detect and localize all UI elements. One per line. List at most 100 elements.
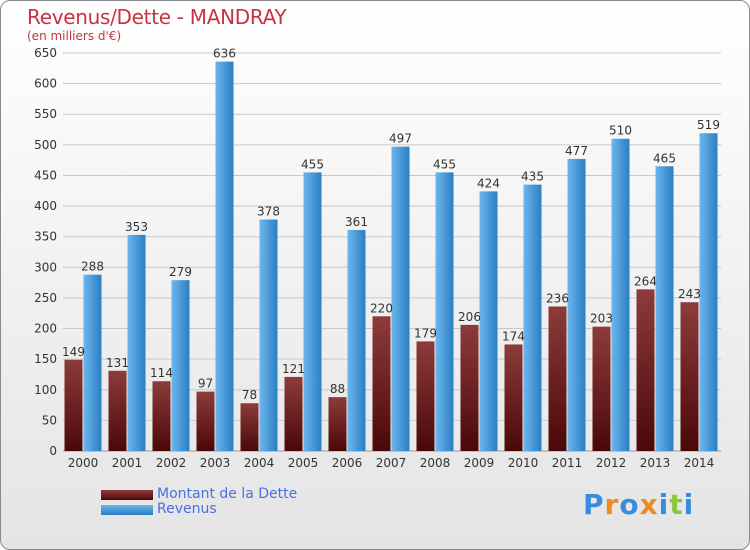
x-tick-label: 2004 xyxy=(244,456,275,470)
bar-revenus-2004 xyxy=(259,219,278,451)
bar-revenus-2009 xyxy=(479,191,498,452)
data-label-dette-2011: 236 xyxy=(546,291,569,305)
y-tick-label: 100 xyxy=(34,383,57,397)
data-label-revenus-2013: 465 xyxy=(653,151,676,165)
bar-revenus-2011 xyxy=(567,158,586,451)
data-label-dette-2009: 206 xyxy=(458,310,481,324)
x-tick-label: 2005 xyxy=(288,456,319,470)
data-label-revenus-2004: 378 xyxy=(257,205,280,219)
bar-dette-2014 xyxy=(680,302,699,451)
logo-letter: r xyxy=(604,488,620,521)
bar-revenus-2005 xyxy=(303,172,322,451)
y-axis-tick-labels: 0 50 100 150 200 250 300 350 400 450 500 550 600 650 xyxy=(34,46,57,458)
y-tick-label: 200 xyxy=(34,322,57,336)
data-label-dette-2012: 203 xyxy=(590,312,613,326)
y-tick-label: 550 xyxy=(34,107,57,121)
data-label-revenus-2014: 519 xyxy=(697,118,720,132)
bar-dette-2008 xyxy=(416,341,435,451)
bar-dette-2010 xyxy=(504,344,523,451)
data-label-dette-2014: 243 xyxy=(678,287,701,301)
data-labels: 149 288 131 353 114 279 97 636 78 378 121 455 88 361 2… xyxy=(62,47,720,403)
x-tick-label: 2006 xyxy=(332,456,363,470)
y-tick-label: 600 xyxy=(34,77,57,91)
y-tick-label: 250 xyxy=(34,291,57,305)
data-label-revenus-2010: 435 xyxy=(521,170,544,184)
y-tick-label: 0 xyxy=(49,444,57,458)
logo-letter: x xyxy=(639,488,659,521)
bar-revenus-2000 xyxy=(83,274,102,451)
bar-revenus-2008 xyxy=(435,172,454,451)
y-tick-label: 650 xyxy=(34,46,57,60)
bar-revenus-2006 xyxy=(347,229,366,451)
data-label-revenus-2011: 477 xyxy=(565,144,588,158)
bar-dette-2004 xyxy=(240,403,259,451)
legend-swatch-revenus xyxy=(101,505,153,515)
x-axis-tick-labels: 2000 2001 2002 2003 2004 2005 2006 2007 2008 2009… xyxy=(68,456,715,470)
bar-revenus-2014 xyxy=(699,133,718,451)
chart-subtitle: (en milliers d'€) xyxy=(27,29,122,43)
bar-dette-2005 xyxy=(284,376,303,451)
logo-letter: P xyxy=(583,488,605,521)
x-tick-label: 2008 xyxy=(420,456,451,470)
logo-letter: i xyxy=(658,488,670,521)
bar-revenus-2002 xyxy=(171,280,190,451)
data-label-dette-2010: 174 xyxy=(502,329,525,343)
y-tick-label: 450 xyxy=(34,168,57,182)
x-tick-label: 2003 xyxy=(200,456,231,470)
y-tick-label: 300 xyxy=(34,260,57,274)
data-label-dette-2000: 149 xyxy=(62,345,85,359)
data-label-revenus-2000: 288 xyxy=(81,260,104,274)
y-tick-label: 350 xyxy=(34,230,57,244)
y-tick-label: 150 xyxy=(34,352,57,366)
bar-dette-2011 xyxy=(548,306,567,451)
x-tick-label: 2013 xyxy=(640,456,671,470)
y-tick-label: 400 xyxy=(34,199,57,213)
bar-dette-2002 xyxy=(152,381,171,451)
logo-letter: t xyxy=(669,488,684,521)
data-label-revenus-2007: 497 xyxy=(389,132,412,146)
logo-letter: i xyxy=(683,488,695,521)
data-label-dette-2004: 78 xyxy=(242,388,257,402)
data-label-dette-2013: 264 xyxy=(634,274,657,288)
x-tick-label: 2014 xyxy=(684,456,715,470)
bar-dette-2006 xyxy=(328,397,347,451)
bar-dette-2001 xyxy=(108,370,127,451)
y-tick-label: 500 xyxy=(34,138,57,152)
bar-revenus-2001 xyxy=(127,234,146,451)
x-tick-label: 2010 xyxy=(508,456,539,470)
x-tick-label: 2002 xyxy=(156,456,187,470)
bar-revenus-2007 xyxy=(391,146,410,451)
data-label-dette-2005: 121 xyxy=(282,362,305,376)
data-label-revenus-2012: 510 xyxy=(609,124,632,138)
bar-dette-2009 xyxy=(460,324,479,451)
bar-dette-2007 xyxy=(372,316,391,451)
proxiti-logo: Proxiti xyxy=(583,488,694,521)
bar-dette-2003 xyxy=(196,391,215,451)
data-label-revenus-2008: 455 xyxy=(433,157,456,171)
data-label-revenus-2001: 353 xyxy=(125,220,148,234)
data-label-revenus-2009: 424 xyxy=(477,176,500,190)
chart-title: Revenus/Dette - MANDRAY xyxy=(27,5,287,29)
data-label-revenus-2003: 636 xyxy=(213,47,236,61)
bars xyxy=(64,61,718,452)
data-label-dette-2001: 131 xyxy=(106,356,129,370)
bar-dette-2012 xyxy=(592,326,611,451)
data-label-dette-2003: 97 xyxy=(198,377,213,391)
data-label-revenus-2005: 455 xyxy=(301,157,324,171)
data-label-revenus-2006: 361 xyxy=(345,215,368,229)
data-label-revenus-2002: 279 xyxy=(169,265,192,279)
bar-revenus-2012 xyxy=(611,138,630,451)
bar-revenus-2010 xyxy=(523,184,542,451)
legend-label-revenus: Revenus xyxy=(157,501,217,517)
x-tick-label: 2001 xyxy=(112,456,143,470)
x-tick-label: 2009 xyxy=(464,456,495,470)
x-tick-label: 2012 xyxy=(596,456,627,470)
bar-dette-2013 xyxy=(636,289,655,451)
legend-label-dette: Montant de la Dette xyxy=(157,486,298,502)
bar-revenus-2013 xyxy=(655,166,674,451)
data-label-dette-2006: 88 xyxy=(330,382,345,396)
x-tick-label: 2011 xyxy=(552,456,583,470)
bar-revenus-2003 xyxy=(215,61,234,452)
